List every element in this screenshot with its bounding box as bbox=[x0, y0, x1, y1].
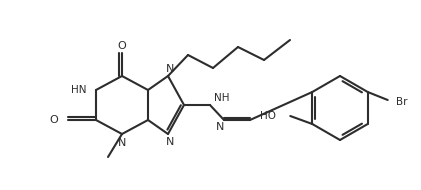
Text: HN: HN bbox=[70, 85, 86, 95]
Text: HO: HO bbox=[260, 111, 276, 121]
Text: N: N bbox=[166, 64, 174, 74]
Text: Br: Br bbox=[396, 97, 407, 107]
Text: O: O bbox=[117, 41, 126, 51]
Text: N: N bbox=[118, 138, 126, 148]
Text: N: N bbox=[216, 122, 224, 132]
Text: NH: NH bbox=[214, 93, 229, 103]
Text: N: N bbox=[166, 137, 174, 147]
Text: O: O bbox=[49, 115, 58, 125]
